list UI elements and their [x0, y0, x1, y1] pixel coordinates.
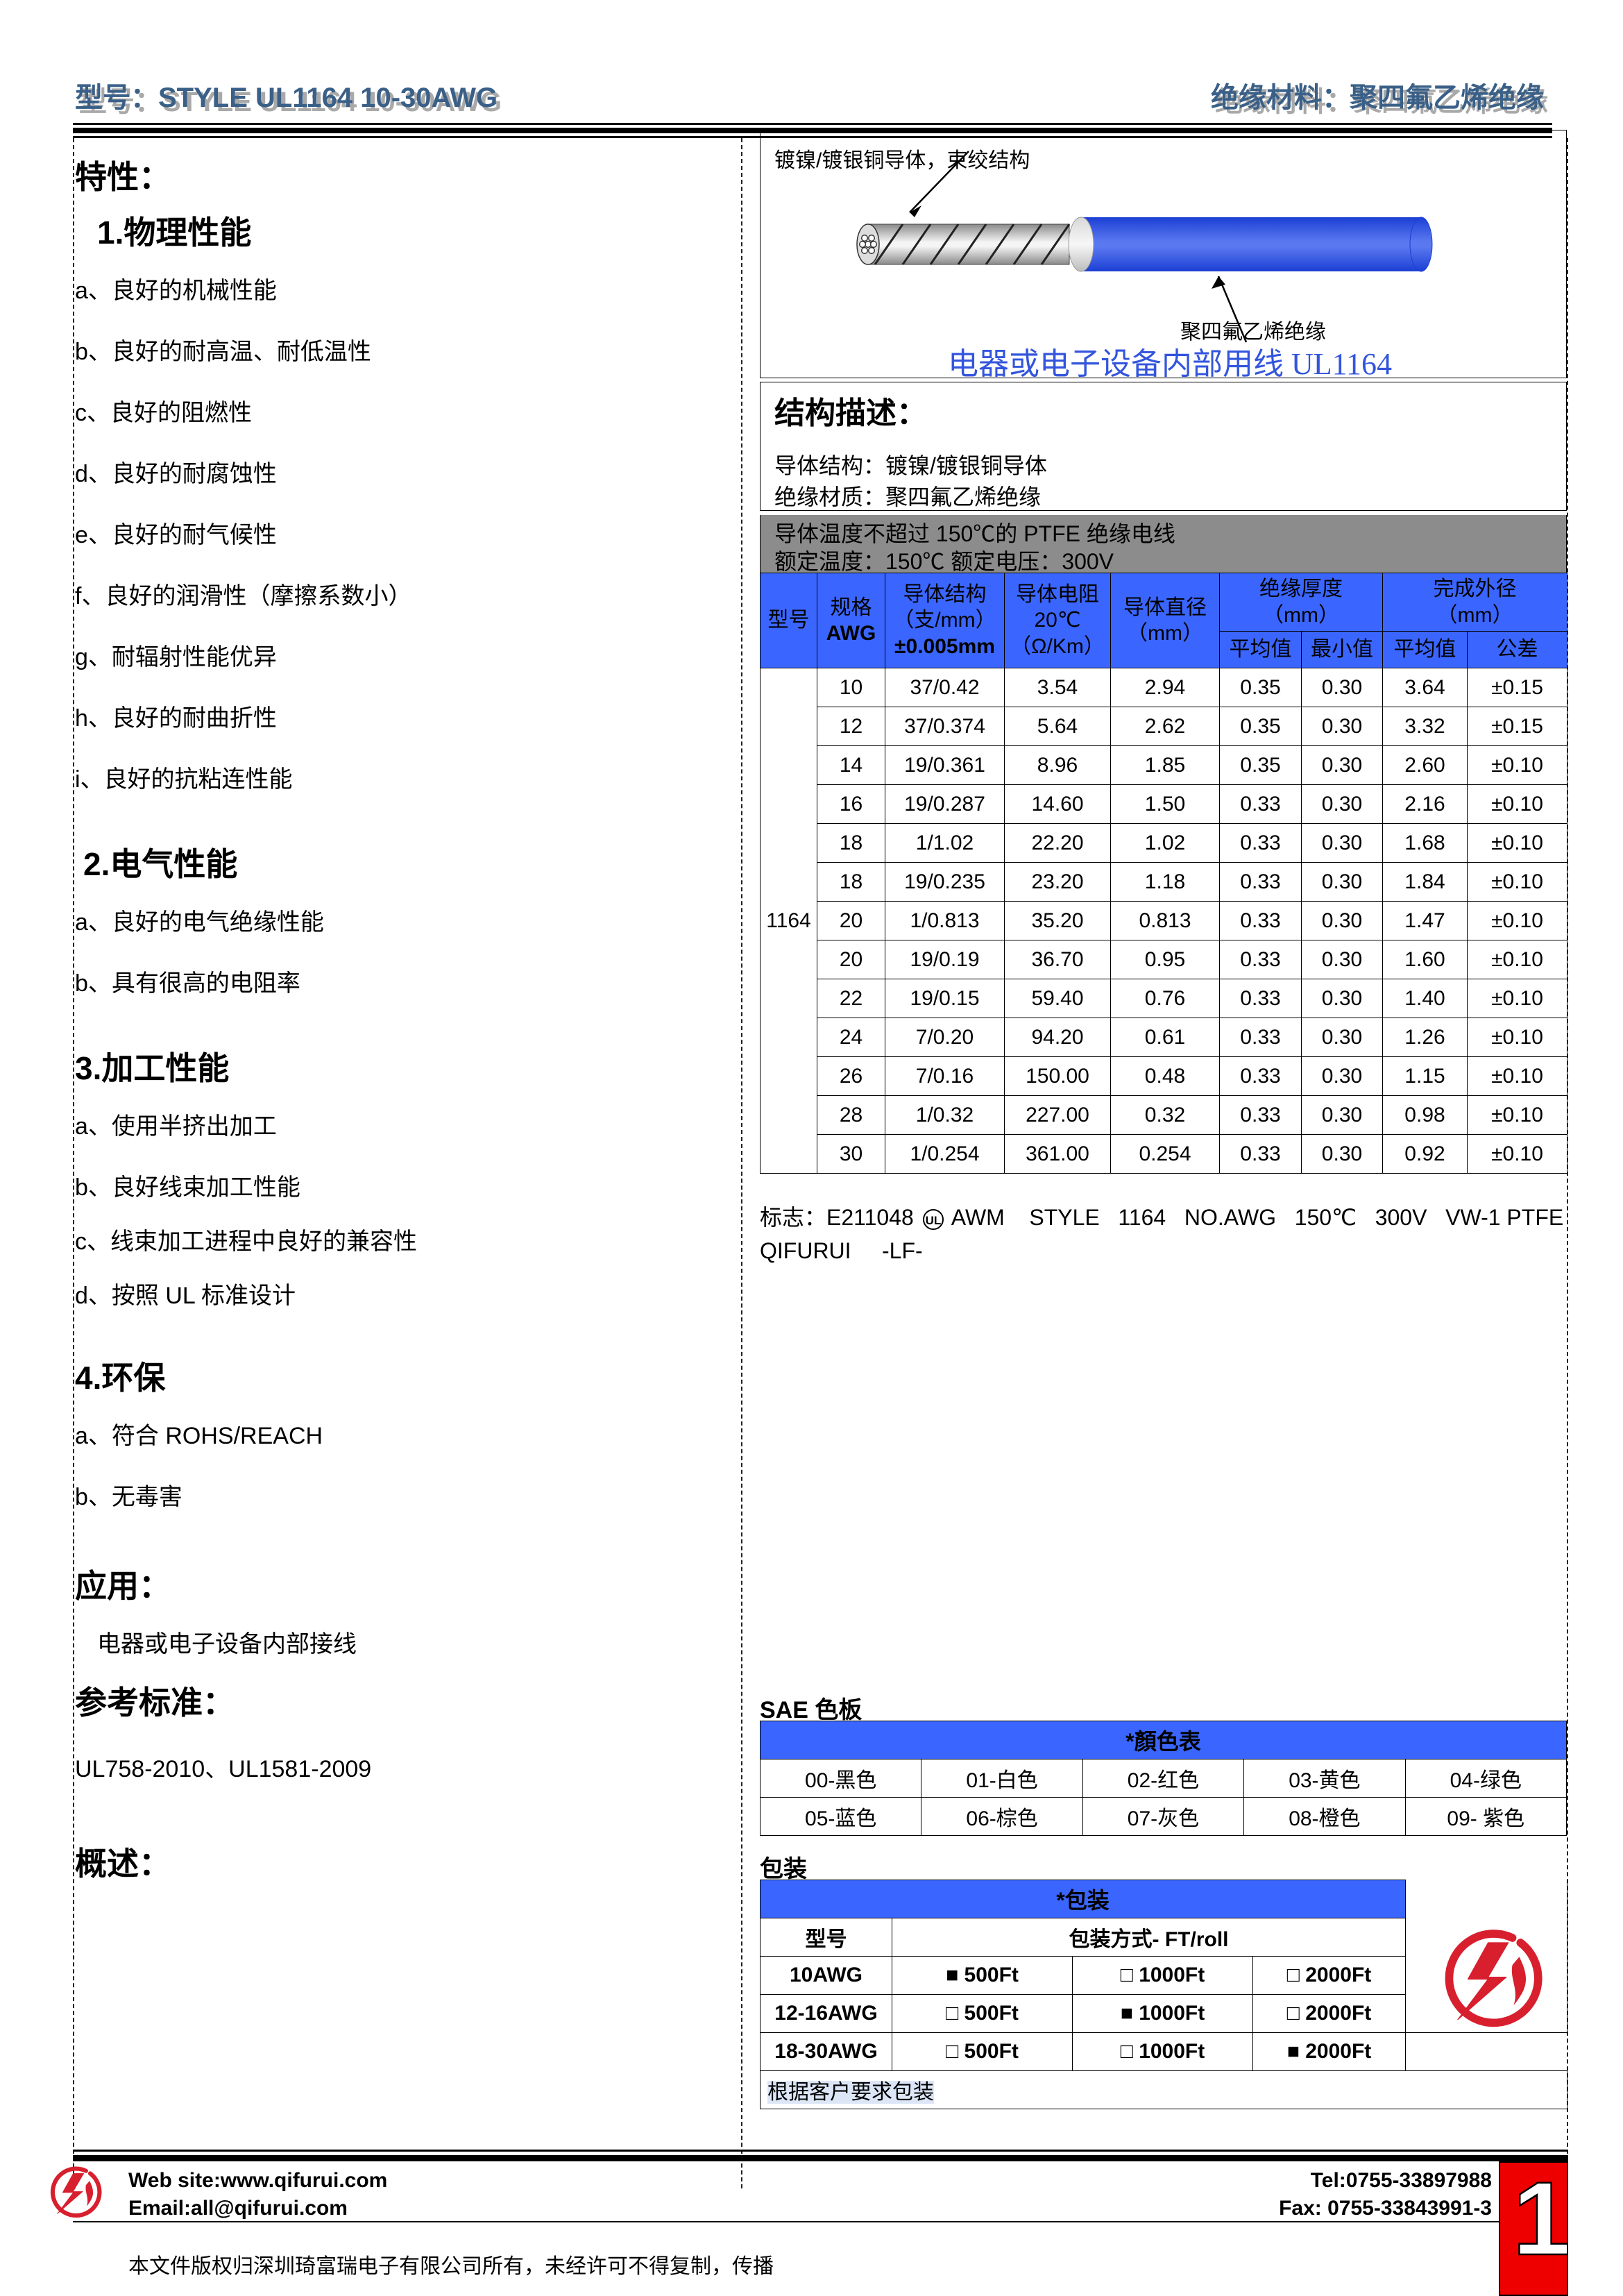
svg-text:UL: UL — [925, 1214, 941, 1227]
